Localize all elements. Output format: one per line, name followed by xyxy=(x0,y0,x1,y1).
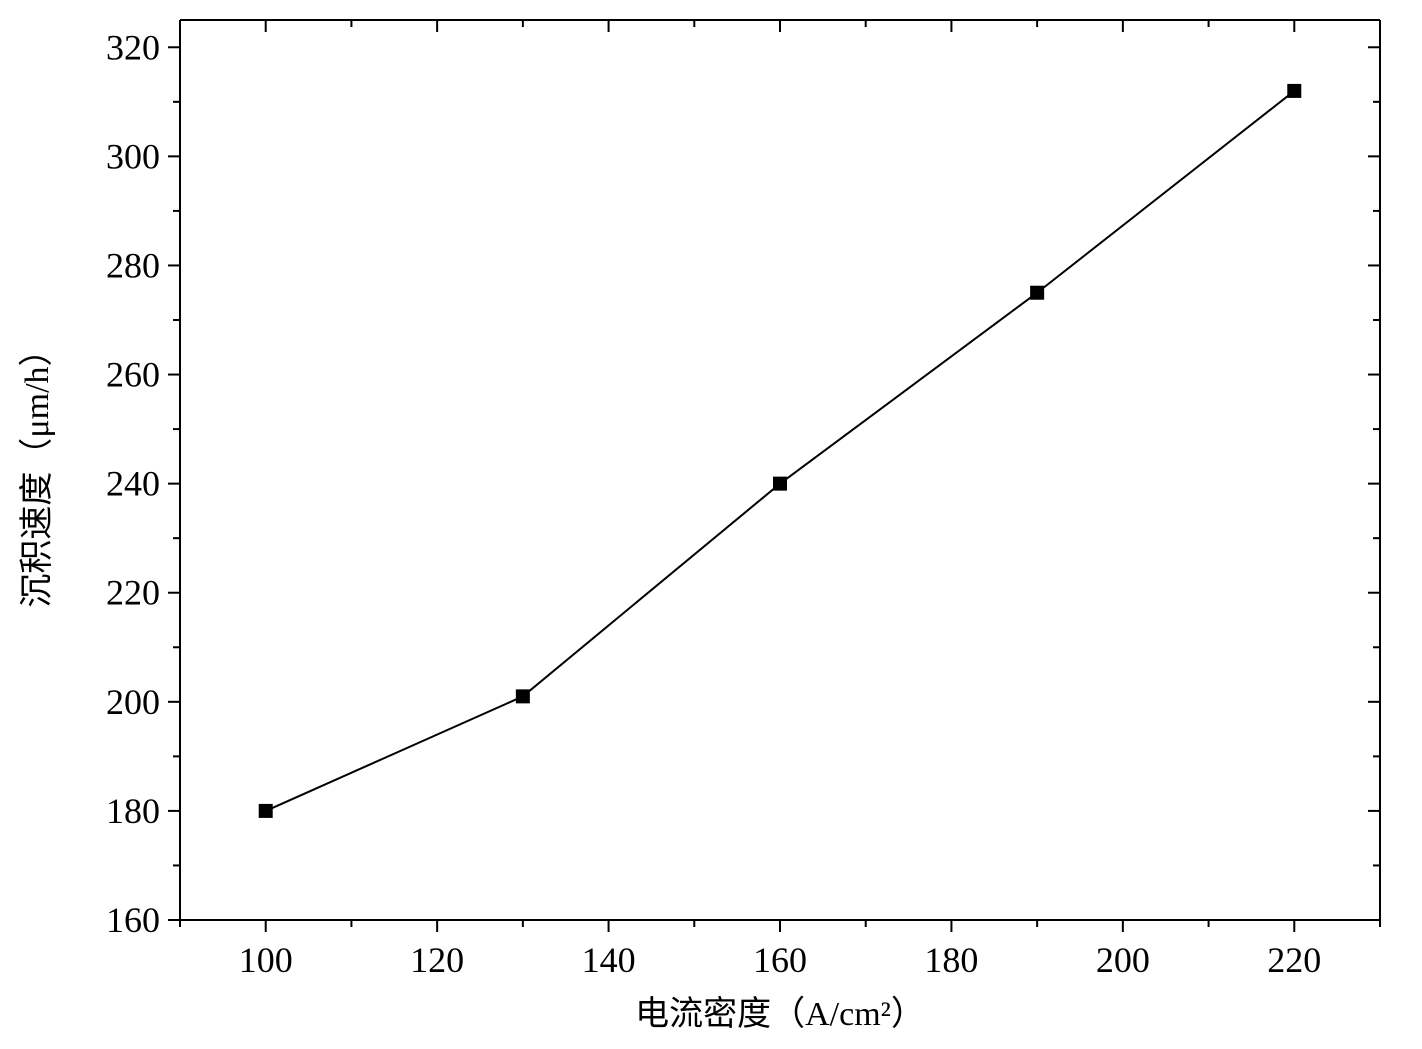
y-tick-label: 320 xyxy=(106,27,160,67)
data-marker xyxy=(1030,286,1044,300)
y-tick-label: 220 xyxy=(106,573,160,613)
x-tick-label: 100 xyxy=(239,940,293,980)
y-tick-label: 260 xyxy=(106,355,160,395)
line-chart: 100 120 140 160 180 200 220 160 180 200 220 240 260 2… xyxy=(0,0,1422,1049)
y-axis-label: 沉积速度（μm/h） xyxy=(18,332,56,607)
y-tick-label: 300 xyxy=(106,136,160,176)
data-marker xyxy=(1287,84,1301,98)
y-tick-label: 280 xyxy=(106,245,160,285)
data-marker xyxy=(516,689,530,703)
y-tick-label: 180 xyxy=(106,791,160,831)
y-tick-label: 240 xyxy=(106,464,160,504)
x-tick-label: 220 xyxy=(1267,940,1321,980)
x-tick-label: 200 xyxy=(1096,940,1150,980)
y-tick-label: 200 xyxy=(106,682,160,722)
x-axis-label: 电流密度（A/cm²） xyxy=(635,995,925,1033)
x-tick-label: 160 xyxy=(753,940,807,980)
x-tick-label: 120 xyxy=(410,940,464,980)
data-marker xyxy=(259,804,273,818)
chart-container: 100 120 140 160 180 200 220 160 180 200 220 240 260 2… xyxy=(0,0,1422,1049)
y-tick-label: 160 xyxy=(106,900,160,940)
x-tick-label: 180 xyxy=(924,940,978,980)
x-tick-label: 140 xyxy=(582,940,636,980)
data-marker xyxy=(773,477,787,491)
